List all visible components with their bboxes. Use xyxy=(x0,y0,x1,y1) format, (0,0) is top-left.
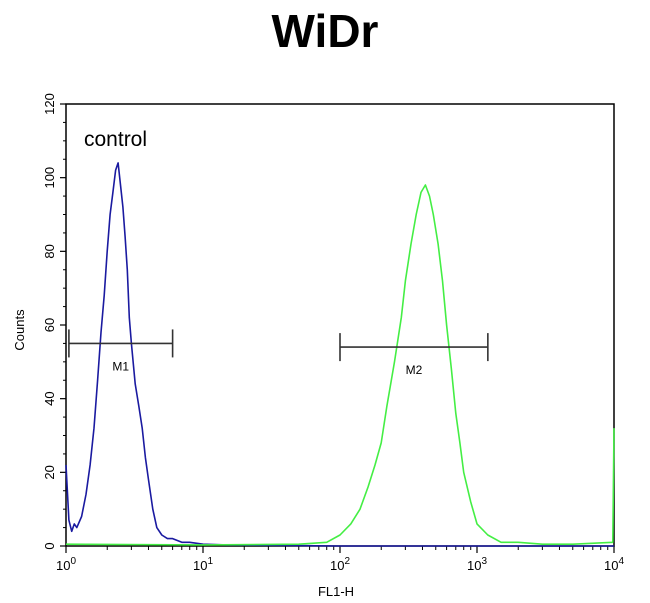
x-tick-label: 102 xyxy=(330,556,350,573)
y-tick-label: 120 xyxy=(42,93,57,115)
chart-title: WiDr xyxy=(271,5,379,57)
y-tick-label: 40 xyxy=(42,391,57,405)
x-axis-label: FL1-H xyxy=(318,584,354,599)
y-tick-label: 80 xyxy=(42,244,57,258)
marker-layer: M1 M2 xyxy=(68,329,489,377)
control-annotation: control xyxy=(84,128,147,151)
x-tick-label: 103 xyxy=(467,556,487,573)
y-axis: 0 20 40 60 80 100 120 xyxy=(42,93,66,550)
y-axis-label: Counts xyxy=(12,309,27,351)
series-layer xyxy=(65,162,615,547)
histogram-series-1 xyxy=(65,162,614,547)
y-tick-label: 60 xyxy=(42,318,57,332)
y-tick-label: 0 xyxy=(42,542,57,549)
gate-marker-label: M2 xyxy=(406,363,423,377)
x-tick-label: 101 xyxy=(193,556,213,573)
x-tick-label: 100 xyxy=(56,556,76,573)
x-tick-label: 104 xyxy=(604,556,624,573)
gate-marker-label: M1 xyxy=(112,359,129,373)
y-tick-label: 20 xyxy=(42,465,57,479)
y-tick-label: 100 xyxy=(42,167,57,189)
histogram-series-2 xyxy=(65,184,615,546)
x-axis: 100 101 102 103 104 xyxy=(56,546,624,573)
